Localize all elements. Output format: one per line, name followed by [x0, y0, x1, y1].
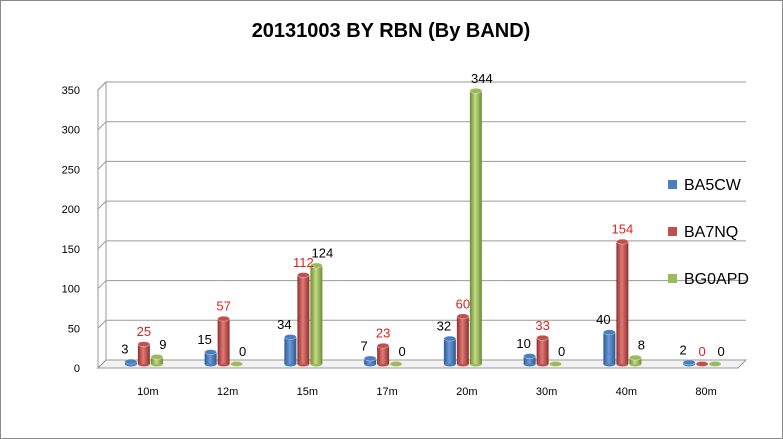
side-wall — [97, 80, 107, 370]
data-label-BA5CW-40m: 40 — [596, 312, 610, 327]
legend-swatch-BA7NQ — [668, 227, 677, 236]
data-label-BG0APD-40m: 8 — [638, 338, 645, 353]
data-label-BA5CW-15m: 34 — [277, 317, 291, 332]
data-label-BG0APD-30m: 0 — [558, 344, 565, 359]
data-label-BG0APD-20m: 344 — [471, 71, 493, 86]
data-label-BG0APD-17m: 0 — [399, 344, 406, 359]
gridline — [97, 240, 746, 250]
bar-BA7NQ-15m — [297, 272, 310, 367]
x-tick-label: 12m — [217, 386, 238, 398]
bar-BG0APD-12m — [230, 361, 243, 367]
data-label-BG0APD-12m: 0 — [239, 344, 246, 359]
x-tick-label: 10m — [137, 386, 158, 398]
x-tick-label: 80m — [695, 386, 716, 398]
legend: BA5CW BA7NQ BG0APD — [668, 177, 749, 288]
bar-BA7NQ-10m — [137, 341, 151, 367]
bar-BA7NQ-12m — [217, 315, 230, 367]
x-tick-label: 40m — [616, 386, 637, 398]
data-label-BA5CW-12m: 15 — [197, 332, 211, 347]
y-tick-label: 200 — [62, 204, 80, 216]
bar-BA5CW-15m — [284, 334, 297, 367]
bar-BA7NQ-40m — [616, 238, 629, 367]
bar-BG0APD-40m — [629, 354, 642, 367]
gridline — [97, 319, 746, 329]
x-tick-label: 20m — [456, 386, 477, 398]
bar-layer — [124, 87, 722, 367]
y-tick-label: 150 — [62, 244, 80, 256]
data-label-BA5CW-10m: 3 — [121, 342, 128, 357]
x-tick-label: 15m — [297, 386, 318, 398]
gridline — [97, 160, 746, 170]
legend-entry-BG0APD: BG0APD — [684, 271, 749, 288]
gridline — [97, 121, 746, 131]
chart-title: 20131003 BY RBN (By BAND) — [252, 20, 531, 42]
data-label-BA5CW-20m: 32 — [437, 319, 451, 334]
bar-BA5CW-20m — [443, 335, 457, 367]
data-label-BA7NQ-40m: 154 — [612, 222, 634, 237]
x-tick-label: 17m — [376, 386, 397, 398]
y-tick-label: 0 — [74, 363, 80, 375]
bar-BG0APD-17m — [389, 361, 403, 367]
grid-layer — [96, 80, 748, 370]
data-label-BA7NQ-12m: 57 — [216, 299, 230, 314]
x-tick-label: 30m — [536, 386, 557, 398]
data-label-BG0APD-10m: 9 — [159, 337, 166, 352]
data-label-BA7NQ-10m: 25 — [137, 324, 151, 339]
bar-BG0APD-10m — [150, 354, 164, 367]
bar-BA5CW-10m — [124, 358, 138, 367]
bar-BG0APD-30m — [549, 361, 562, 367]
gridline — [97, 200, 746, 210]
data-label-BA7NQ-15m: 112 — [293, 255, 314, 270]
y-tick-label: 250 — [62, 164, 80, 176]
data-label-BA5CW-30m: 10 — [516, 336, 530, 351]
y-tick-label: 50 — [68, 323, 80, 335]
bar-BA7NQ-20m — [456, 313, 470, 367]
data-label-BA7NQ-20m: 60 — [456, 296, 470, 311]
bar-BG0APD-20m — [469, 87, 483, 367]
bar-BG0APD-15m — [310, 262, 323, 367]
bar-BA7NQ-17m — [376, 342, 390, 367]
legend-swatch-BG0APD — [668, 274, 677, 283]
bar-BA5CW-17m — [363, 355, 377, 367]
gridline — [97, 280, 746, 289]
data-label-BA5CW-80m: 2 — [680, 342, 687, 357]
data-label-BG0APD-15m: 124 — [312, 246, 334, 261]
bar-BA5CW-80m — [682, 359, 696, 367]
gridline — [97, 81, 746, 91]
legend-swatch-BA5CW — [668, 180, 677, 189]
bar-BG0APD-80m — [708, 361, 722, 367]
data-label-BG0APD-80m: 0 — [718, 344, 725, 359]
floor — [96, 359, 748, 369]
bar-BA5CW-12m — [204, 349, 217, 367]
data-label-BA5CW-17m: 7 — [361, 338, 368, 353]
data-label-BA7NQ-17m: 23 — [376, 326, 390, 341]
bar-BA5CW-30m — [523, 353, 536, 367]
bar-BA7NQ-80m — [695, 361, 709, 367]
y-tick-label: 350 — [62, 85, 80, 97]
y-tick-label: 300 — [62, 125, 80, 137]
legend-entry-BA5CW: BA5CW — [684, 177, 742, 194]
data-label-BA7NQ-30m: 33 — [535, 318, 549, 333]
bar-BA7NQ-30m — [536, 334, 549, 367]
data-label-BA7NQ-80m: 0 — [699, 344, 706, 359]
legend-entry-BA7NQ: BA7NQ — [684, 224, 738, 241]
y-tick-label: 100 — [62, 284, 80, 296]
bar-BA5CW-40m — [603, 329, 616, 367]
